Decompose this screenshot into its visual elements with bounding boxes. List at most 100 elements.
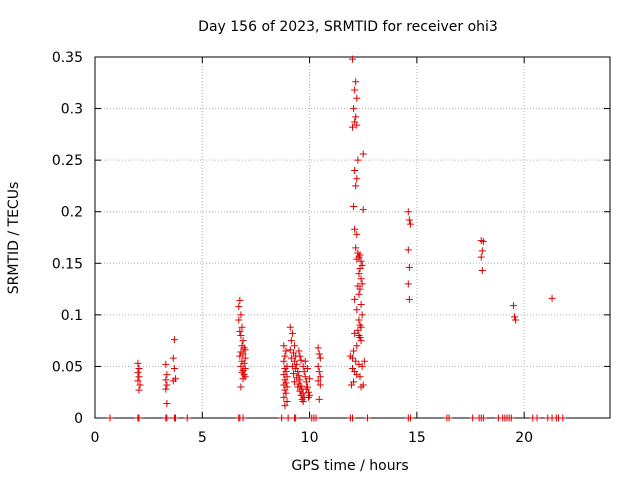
x-tick-label: 5 bbox=[198, 430, 207, 446]
x-tick-label: 15 bbox=[408, 430, 426, 446]
x-tick-label: 10 bbox=[301, 430, 319, 446]
data-point bbox=[135, 364, 143, 372]
data-point bbox=[287, 337, 295, 345]
data-point bbox=[357, 257, 365, 265]
data-point bbox=[239, 375, 247, 383]
data-point bbox=[281, 376, 289, 384]
data-point bbox=[355, 316, 363, 324]
data-point bbox=[352, 244, 360, 252]
data-point bbox=[293, 360, 301, 368]
data-point bbox=[478, 247, 486, 255]
data-point bbox=[306, 375, 314, 383]
data-point bbox=[353, 94, 361, 102]
data-point bbox=[314, 362, 322, 370]
data-point bbox=[406, 414, 414, 422]
data-point bbox=[241, 354, 249, 362]
data-point bbox=[235, 303, 243, 311]
data-point bbox=[357, 337, 365, 345]
data-point bbox=[312, 414, 320, 422]
data-point bbox=[291, 378, 299, 386]
data-point bbox=[548, 294, 556, 302]
data-point bbox=[316, 373, 324, 381]
data-point bbox=[479, 238, 487, 246]
data-point bbox=[170, 336, 178, 344]
y-axis-label: SRMTID / TECUs bbox=[6, 182, 22, 295]
data-point bbox=[350, 347, 358, 355]
data-point bbox=[286, 346, 294, 354]
data-point bbox=[296, 352, 304, 360]
data-point bbox=[353, 342, 361, 350]
data-point bbox=[240, 359, 248, 367]
data-point bbox=[288, 329, 296, 337]
data-point bbox=[404, 208, 412, 216]
data-point bbox=[302, 378, 310, 386]
axis-ticks: 0 5 10 15 20 0 0.05 0.1 0.15 0.2 0.25 0.3 0.35 bbox=[52, 50, 610, 446]
data-point bbox=[316, 354, 324, 362]
data-point bbox=[355, 290, 363, 298]
data-point bbox=[315, 368, 323, 376]
data-point bbox=[299, 397, 307, 405]
data-point bbox=[301, 373, 309, 381]
data-point bbox=[291, 342, 299, 350]
data-point bbox=[357, 323, 365, 331]
data-point bbox=[294, 368, 302, 376]
data-point bbox=[477, 253, 485, 261]
data-point bbox=[358, 311, 366, 319]
data-point bbox=[295, 347, 303, 355]
data-point bbox=[351, 166, 359, 174]
data-point bbox=[352, 113, 360, 121]
x-tick-label: 20 bbox=[515, 430, 533, 446]
data-point bbox=[360, 357, 368, 365]
data-point bbox=[354, 326, 362, 334]
data-point bbox=[353, 306, 361, 314]
data-point bbox=[162, 360, 170, 368]
data-point bbox=[314, 344, 322, 352]
data-point bbox=[354, 156, 362, 164]
data-point bbox=[239, 337, 247, 345]
data-point bbox=[356, 285, 364, 293]
data-point bbox=[404, 246, 412, 254]
data-point bbox=[305, 393, 313, 401]
data-point bbox=[352, 78, 360, 86]
data-point bbox=[163, 371, 171, 379]
data-point bbox=[316, 381, 324, 389]
data-point bbox=[237, 331, 245, 339]
data-point bbox=[315, 350, 323, 358]
data-point bbox=[297, 356, 305, 364]
data-point bbox=[287, 354, 295, 362]
data-point bbox=[286, 323, 294, 331]
data-point bbox=[169, 354, 177, 362]
data-point bbox=[352, 357, 360, 365]
data-point bbox=[136, 381, 144, 389]
x-axis-label: GPS time / hours bbox=[291, 458, 408, 474]
data-point bbox=[171, 414, 179, 422]
data-point bbox=[135, 373, 143, 381]
data-point bbox=[281, 402, 289, 410]
data-point bbox=[511, 313, 519, 321]
data-point bbox=[281, 352, 289, 360]
data-point bbox=[237, 383, 245, 391]
data-point bbox=[236, 327, 244, 335]
data-point bbox=[236, 296, 244, 304]
data-point bbox=[163, 381, 171, 389]
data-point bbox=[170, 364, 178, 372]
data-point bbox=[533, 414, 541, 422]
x-tick-label: 0 bbox=[91, 430, 100, 446]
data-point bbox=[364, 414, 372, 422]
y-tick-label: 0.2 bbox=[61, 205, 83, 221]
data-point bbox=[281, 386, 289, 394]
data-point bbox=[162, 376, 170, 384]
data-point bbox=[314, 377, 322, 385]
data-point bbox=[278, 414, 286, 422]
data-point bbox=[294, 383, 302, 391]
data-point bbox=[509, 302, 517, 310]
data-point bbox=[358, 362, 366, 370]
y-tick-label: 0.35 bbox=[52, 50, 83, 66]
data-point bbox=[349, 55, 356, 63]
data-point bbox=[405, 216, 413, 224]
data-point bbox=[289, 370, 297, 378]
data-point bbox=[353, 255, 361, 263]
data-point bbox=[356, 264, 364, 272]
data-point bbox=[300, 368, 308, 376]
